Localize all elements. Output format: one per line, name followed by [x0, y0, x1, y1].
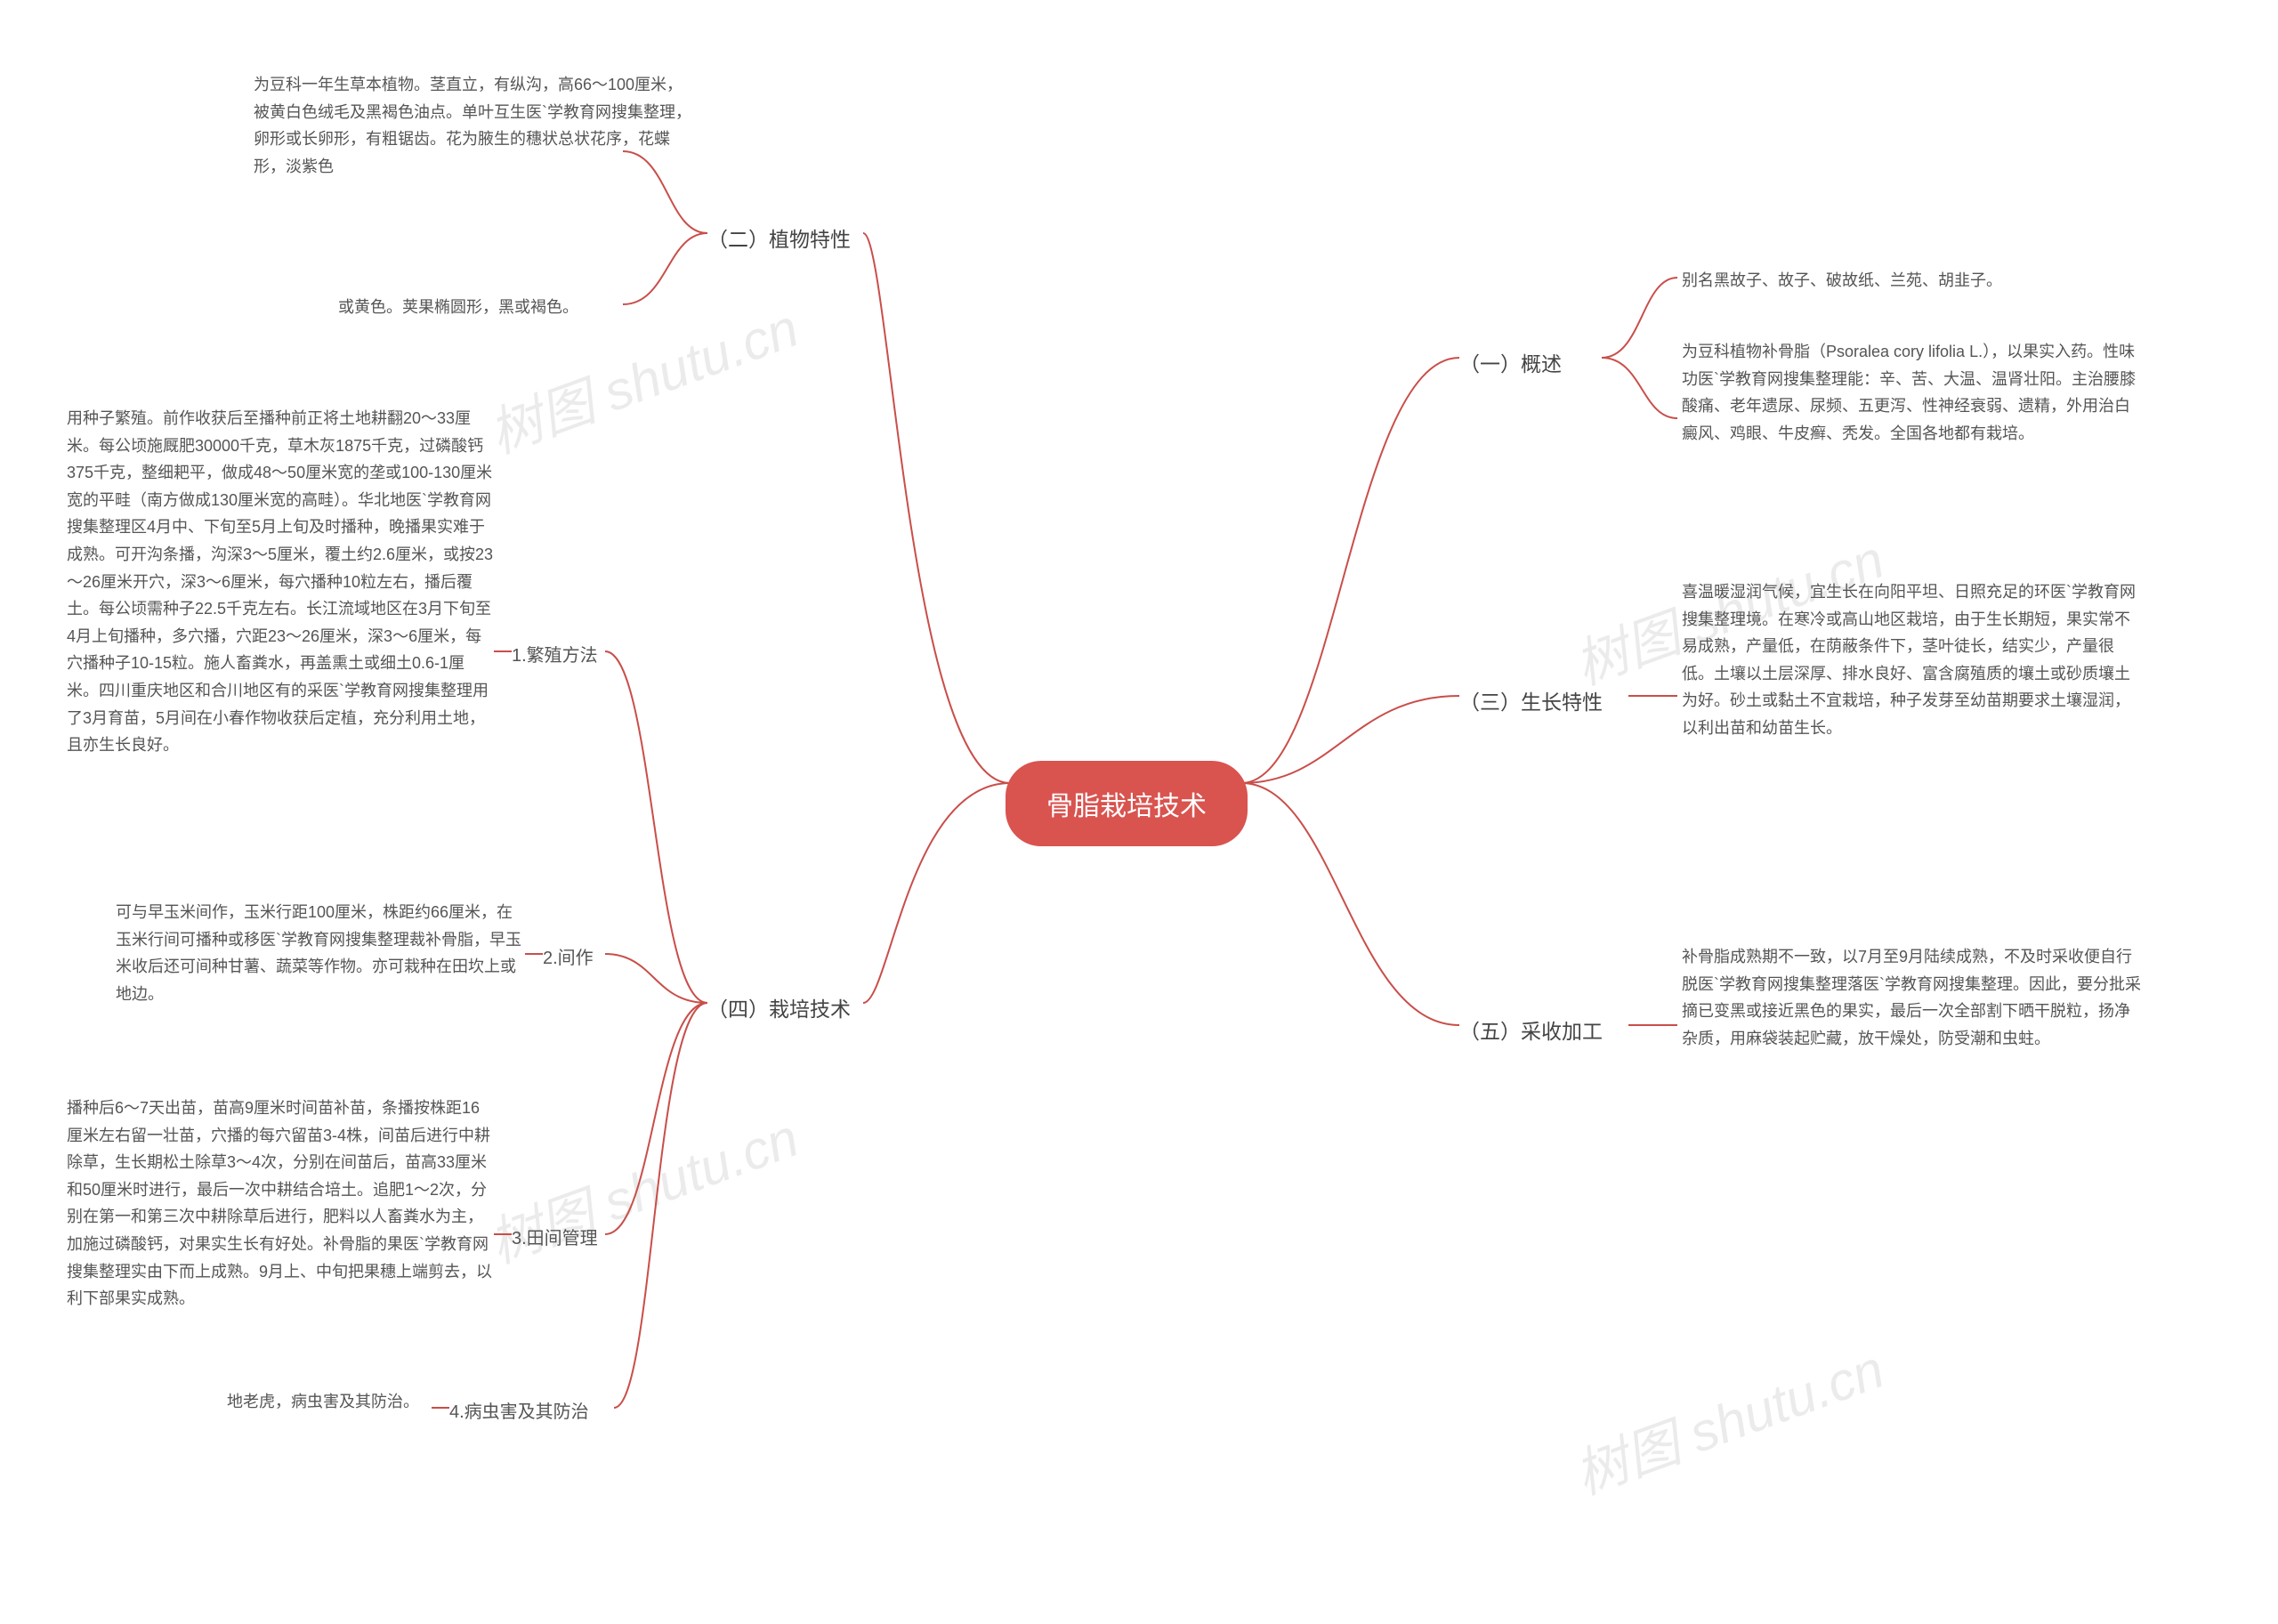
branch-plant-traits[interactable]: （二）植物特性 [707, 222, 851, 253]
leaf-growth-trait: 喜温暖湿润气候，宜生长在向阳平坦、日照充足的环医`学教育网搜集整理境。在寒冷或高… [1682, 578, 2145, 742]
leaf-intercrop: 可与早玉米间作，玉米行距100厘米，株距约66厘米，在玉米行间可播种或移医`学教… [116, 899, 525, 1007]
branch-cultivation[interactable]: （四）栽培技术 [707, 992, 851, 1022]
leaf-pest-control: 地老虎，病虫害及其防治。 [227, 1388, 419, 1416]
sub-intercrop[interactable]: 2.间作 [543, 943, 594, 969]
branch-harvest[interactable]: （五）采收加工 [1459, 1014, 1603, 1045]
branch-overview[interactable]: （一）概述 [1459, 347, 1562, 377]
leaf-plant-trait-1: 为豆科一年生草本植物。茎直立，有纵沟，高66～100厘米，被黄白色绒毛及黑褐色油… [254, 71, 699, 180]
mindmap-center[interactable]: 骨脂栽培技术 [1006, 761, 1248, 846]
branch-growth-traits[interactable]: （三）生长特性 [1459, 685, 1603, 715]
leaf-field-mgmt: 播种后6～7天出苗，苗高9厘米时间苗补苗，条播按株距16厘米左右留一壮苗，穴播的… [67, 1095, 494, 1313]
watermark: 树图 shutu.cn [1563, 1326, 1893, 1509]
leaf-overview-alias: 别名黑故子、故子、破故纸、兰苑、胡韭子。 [1682, 267, 2002, 295]
sub-field-mgmt[interactable]: 3.田间管理 [512, 1224, 598, 1249]
sub-propagation[interactable]: 1.繁殖方法 [512, 641, 598, 667]
leaf-harvest: 补骨脂成熟期不一致，以7月至9月陆续成熟，不及时采收便自行脱医`学教育网搜集整理… [1682, 943, 2145, 1052]
sub-pest-control[interactable]: 4.病虫害及其防治 [449, 1397, 589, 1423]
leaf-overview-desc: 为豆科植物补骨脂（Psoralea cory lifolia L.），以果实入药… [1682, 338, 2145, 447]
watermark: 树图 shutu.cn [477, 1095, 807, 1278]
leaf-plant-trait-2: 或黄色。荚果椭圆形，黑或褐色。 [338, 294, 578, 321]
leaf-propagation: 用种子繁殖。前作收获后至播种前正将土地耕翻20～33厘米。每公顷施厩肥30000… [67, 405, 494, 759]
